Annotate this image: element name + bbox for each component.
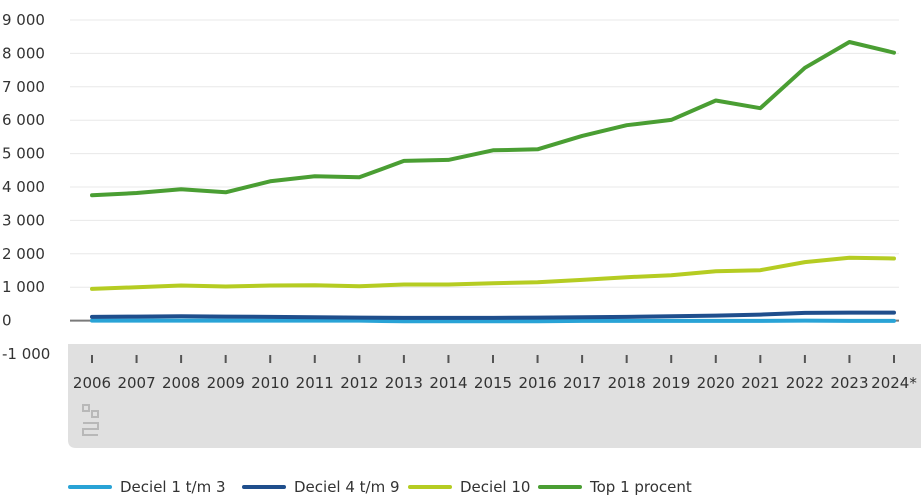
legend-label: Top 1 procent bbox=[589, 478, 692, 496]
x-tick-label: 2007 bbox=[117, 374, 155, 392]
x-tick-label: 2021 bbox=[741, 374, 779, 392]
series-line-4 bbox=[90, 40, 896, 198]
x-axis-band bbox=[68, 344, 921, 448]
legend-label: Deciel 1 t/m 3 bbox=[120, 478, 226, 496]
series-line-1 bbox=[90, 318, 896, 324]
x-axis-ticks: 2006 2007 2008 2009 2010 2011 2012 2013 2014 2015… bbox=[73, 355, 917, 392]
y-tick-label: 6 000 bbox=[2, 111, 45, 129]
y-tick-label: -1 000 bbox=[2, 345, 50, 363]
y-tick-label: 8 000 bbox=[2, 44, 45, 62]
x-axis-background bbox=[68, 344, 921, 448]
x-tick-label: 2023 bbox=[830, 374, 868, 392]
x-tick-label: 2013 bbox=[385, 374, 423, 392]
series-line-2 bbox=[90, 310, 896, 320]
series-line-3 bbox=[90, 255, 896, 291]
x-tick-label: 2022 bbox=[786, 374, 824, 392]
x-tick-label: 2016 bbox=[518, 374, 556, 392]
x-tick-label: 2012 bbox=[340, 374, 378, 392]
x-tick-label: 2008 bbox=[162, 374, 200, 392]
x-tick-label: 2010 bbox=[251, 374, 289, 392]
y-tick-label: 0 bbox=[2, 312, 12, 330]
y-tick-label: 1 000 bbox=[2, 278, 45, 296]
x-tick-label: 2020 bbox=[697, 374, 735, 392]
x-tick-label: 2018 bbox=[608, 374, 646, 392]
y-tick-label: 4 000 bbox=[2, 178, 45, 196]
x-tick-label: 2009 bbox=[207, 374, 245, 392]
series-lines bbox=[90, 40, 896, 324]
logo-part bbox=[82, 422, 99, 436]
legend-label: Deciel 10 bbox=[460, 478, 530, 496]
cbs-logo-icon bbox=[82, 404, 99, 436]
legend-label: Deciel 4 t/m 9 bbox=[294, 478, 400, 496]
logo-part bbox=[82, 404, 90, 412]
x-tick-label: 2011 bbox=[296, 374, 334, 392]
y-tick-label: 7 000 bbox=[2, 78, 45, 96]
x-tick-label: 2017 bbox=[563, 374, 601, 392]
y-tick-label: 2 000 bbox=[2, 245, 45, 263]
x-tick-label: 2014 bbox=[429, 374, 467, 392]
x-tick-label: 2024* bbox=[871, 374, 917, 392]
legend: Deciel 1 t/m 3 Deciel 4 t/m 9 Deciel 10 Top… bbox=[68, 478, 692, 496]
x-tick-label: 2006 bbox=[73, 374, 111, 392]
y-tick-label: 9 000 bbox=[2, 11, 45, 29]
y-tick-label: 5 000 bbox=[2, 145, 45, 163]
y-axis-tick-labels: 9 000 8 000 7 000 6 000 5 000 4 000 3 000 2 000… bbox=[2, 11, 50, 363]
y-tick-label: 3 000 bbox=[2, 211, 45, 229]
grid-lines bbox=[70, 19, 899, 322]
logo-part bbox=[91, 410, 99, 418]
x-tick-label: 2019 bbox=[652, 374, 690, 392]
x-tick-label: 2015 bbox=[474, 374, 512, 392]
